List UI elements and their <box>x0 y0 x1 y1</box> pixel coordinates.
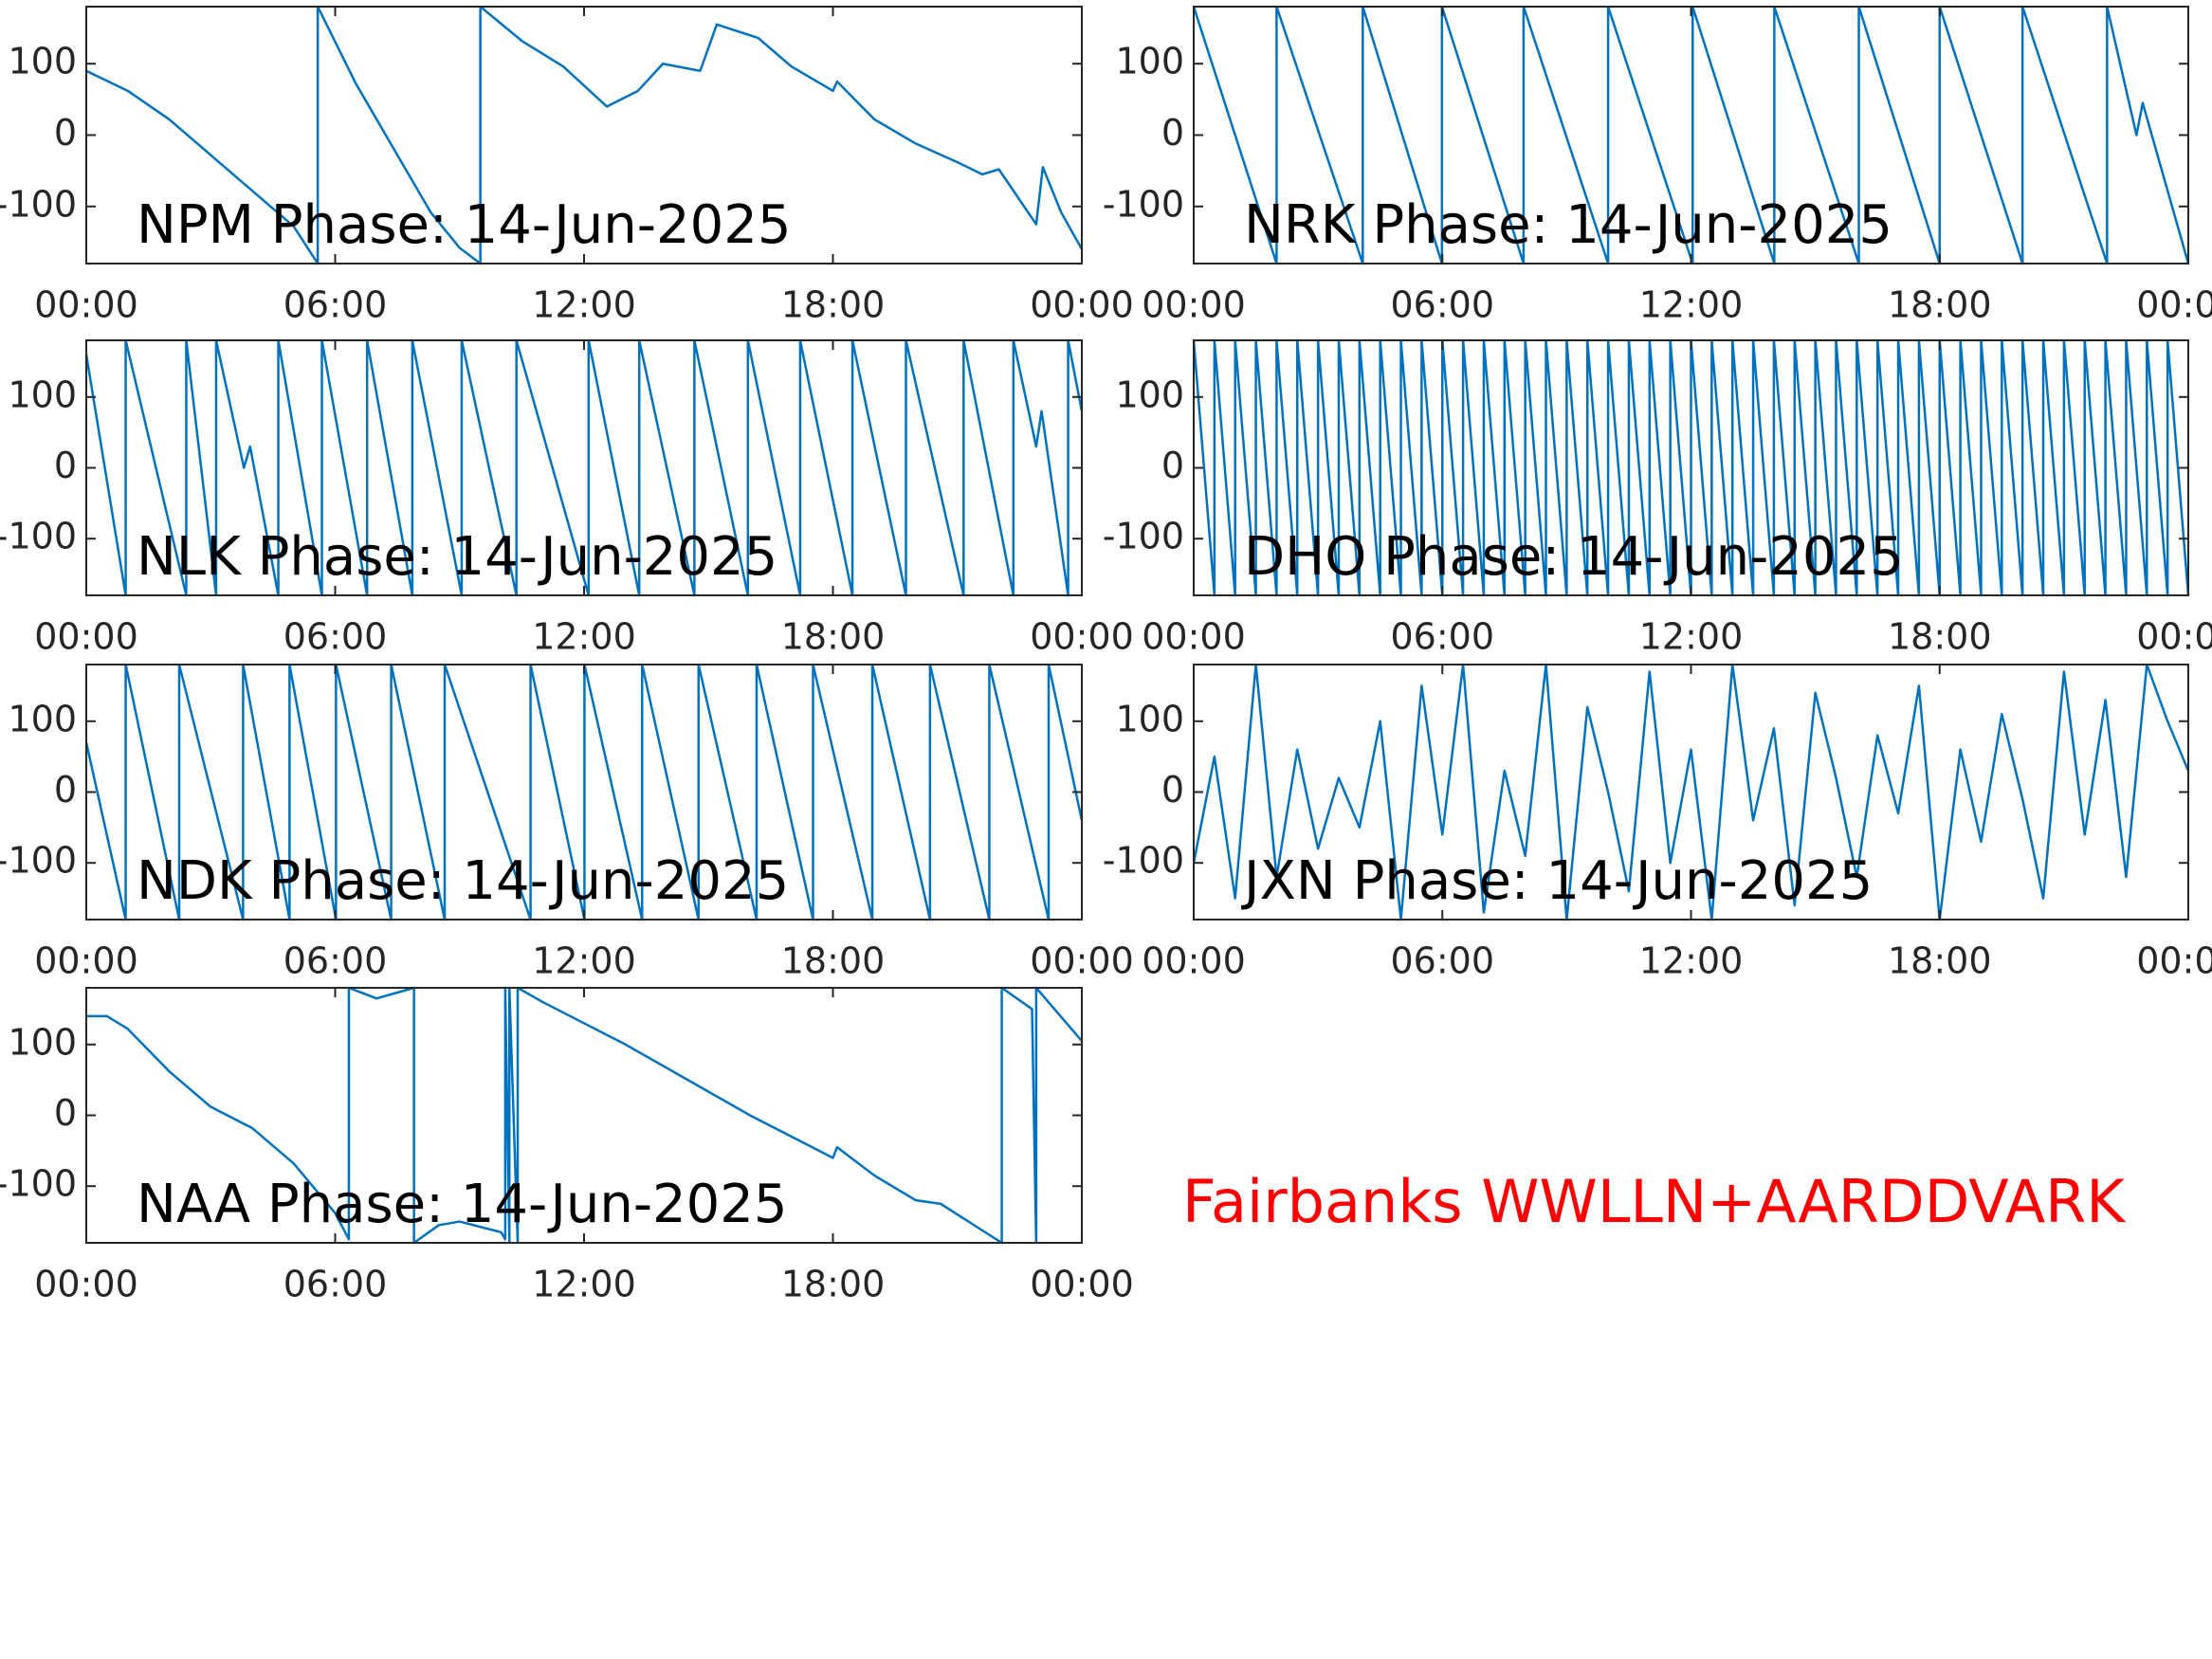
y-tick-label: -100 <box>1103 183 1184 225</box>
chart-title: NAA Phase: 14-Jun-2025 <box>137 1174 788 1235</box>
y-tick-label: 100 <box>8 41 77 82</box>
x-tick-label: 00:00 <box>34 940 138 982</box>
y-tick-label: -100 <box>0 183 77 225</box>
phase-chart: -100 0 100 00:00 06:00 12:00 18:00 00:00 NRK Pha… <box>1103 5 2212 326</box>
x-tick-label: 06:00 <box>283 940 388 982</box>
y-tick-label: -100 <box>0 840 77 882</box>
x-tick-label: 18:00 <box>781 1264 886 1305</box>
x-tick-label: 12:00 <box>1639 940 1744 982</box>
phase-line <box>85 5 1084 265</box>
x-tick-label: 00:00 <box>2136 616 2212 658</box>
chart-title: NPM Phase: 14-Jun-2025 <box>137 194 791 256</box>
x-tick-label: 18:00 <box>1888 616 1992 658</box>
phase-line <box>84 338 1084 597</box>
y-tick-label: 0 <box>54 445 77 486</box>
x-tick-label: 12:00 <box>532 284 636 326</box>
y-tick-label: 0 <box>1161 445 1184 486</box>
y-tick-label: -100 <box>0 1163 77 1205</box>
x-tick-label: 12:00 <box>532 1264 636 1305</box>
phase-chart: -100 0 100 00:00 06:00 12:00 18:00 00:00 JXN Pha… <box>1103 663 2212 982</box>
x-tick-label: 00:00 <box>1030 284 1134 326</box>
phase-line <box>1192 5 2190 265</box>
x-tick-label: 00:00 <box>2136 284 2212 326</box>
x-tick-label: 00:00 <box>1030 616 1134 658</box>
x-tick-label: 18:00 <box>781 284 886 326</box>
x-tick-label: 06:00 <box>283 1264 388 1305</box>
x-tick-label: 00:00 <box>1142 284 1246 326</box>
phase-line <box>84 663 1084 921</box>
phase-chart: -100 0 100 00:00 06:00 12:00 18:00 00:00 NDK Pha… <box>0 663 1134 982</box>
x-tick-label: 12:00 <box>532 940 636 982</box>
y-tick-label: 100 <box>1115 698 1184 739</box>
y-tick-label: 0 <box>54 1092 77 1134</box>
y-tick-label: 0 <box>1161 112 1184 154</box>
y-tick-label: 0 <box>54 112 77 154</box>
y-tick-label: 100 <box>8 698 77 739</box>
x-tick-label: 00:00 <box>34 284 138 326</box>
phase-chart: -100 0 100 00:00 06:00 12:00 18:00 00:00 NAA Pha… <box>0 986 1134 1305</box>
x-tick-label: 00:00 <box>34 1264 138 1305</box>
chart-title: NLK Phase: 14-Jun-2025 <box>137 526 777 588</box>
x-tick-label: 00:00 <box>1030 940 1134 982</box>
x-tick-label: 18:00 <box>1888 940 1992 982</box>
y-tick-label: 100 <box>1115 41 1184 82</box>
x-tick-label: 06:00 <box>1390 284 1494 326</box>
phase-line <box>86 986 1083 1245</box>
x-tick-label: 00:00 <box>2136 940 2212 982</box>
y-tick-label: 100 <box>8 1021 77 1063</box>
y-tick-label: -100 <box>1103 840 1184 882</box>
y-tick-label: 100 <box>8 374 77 415</box>
x-tick-label: 12:00 <box>1639 284 1744 326</box>
phase-chart: -100 0 100 00:00 06:00 12:00 18:00 00:00 NPM Pha… <box>0 5 1134 326</box>
phase-line <box>1192 663 2190 921</box>
phase-chart: -100 0 100 00:00 06:00 12:00 18:00 00:00 NLK Pha… <box>0 338 1134 658</box>
x-tick-label: 06:00 <box>1390 616 1494 658</box>
annotation: Fairbanks WWLLN+AARDDVARK <box>1182 1167 2126 1236</box>
y-tick-label: -100 <box>0 516 77 557</box>
x-tick-label: 00:00 <box>34 616 138 658</box>
y-tick-label: -100 <box>1103 516 1184 557</box>
x-tick-label: 12:00 <box>1639 616 1744 658</box>
y-tick-label: 0 <box>54 769 77 811</box>
y-tick-label: 0 <box>1161 769 1184 811</box>
y-tick-label: 100 <box>1115 374 1184 415</box>
chart-title: JXN Phase: 14-Jun-2025 <box>1241 850 1873 912</box>
phase-chart: -100 0 100 00:00 06:00 12:00 18:00 00:00 DHO Pha… <box>1103 338 2212 658</box>
x-tick-label: 12:00 <box>532 616 636 658</box>
x-tick-label: 06:00 <box>283 284 388 326</box>
x-tick-label: 00:00 <box>1142 616 1246 658</box>
x-tick-label: 18:00 <box>1888 284 1992 326</box>
x-tick-label: 06:00 <box>1390 940 1494 982</box>
chart-title: NRK Phase: 14-Jun-2025 <box>1244 194 1892 256</box>
x-tick-label: 06:00 <box>283 616 388 658</box>
x-tick-label: 00:00 <box>1030 1264 1134 1305</box>
x-tick-label: 18:00 <box>781 940 886 982</box>
chart-title: NDK Phase: 14-Jun-2025 <box>137 850 789 912</box>
phase-line <box>1192 338 2190 597</box>
chart-title: DHO Phase: 14-Jun-2025 <box>1244 526 1904 588</box>
x-tick-label: 00:00 <box>1142 940 1246 982</box>
x-tick-label: 18:00 <box>781 616 886 658</box>
